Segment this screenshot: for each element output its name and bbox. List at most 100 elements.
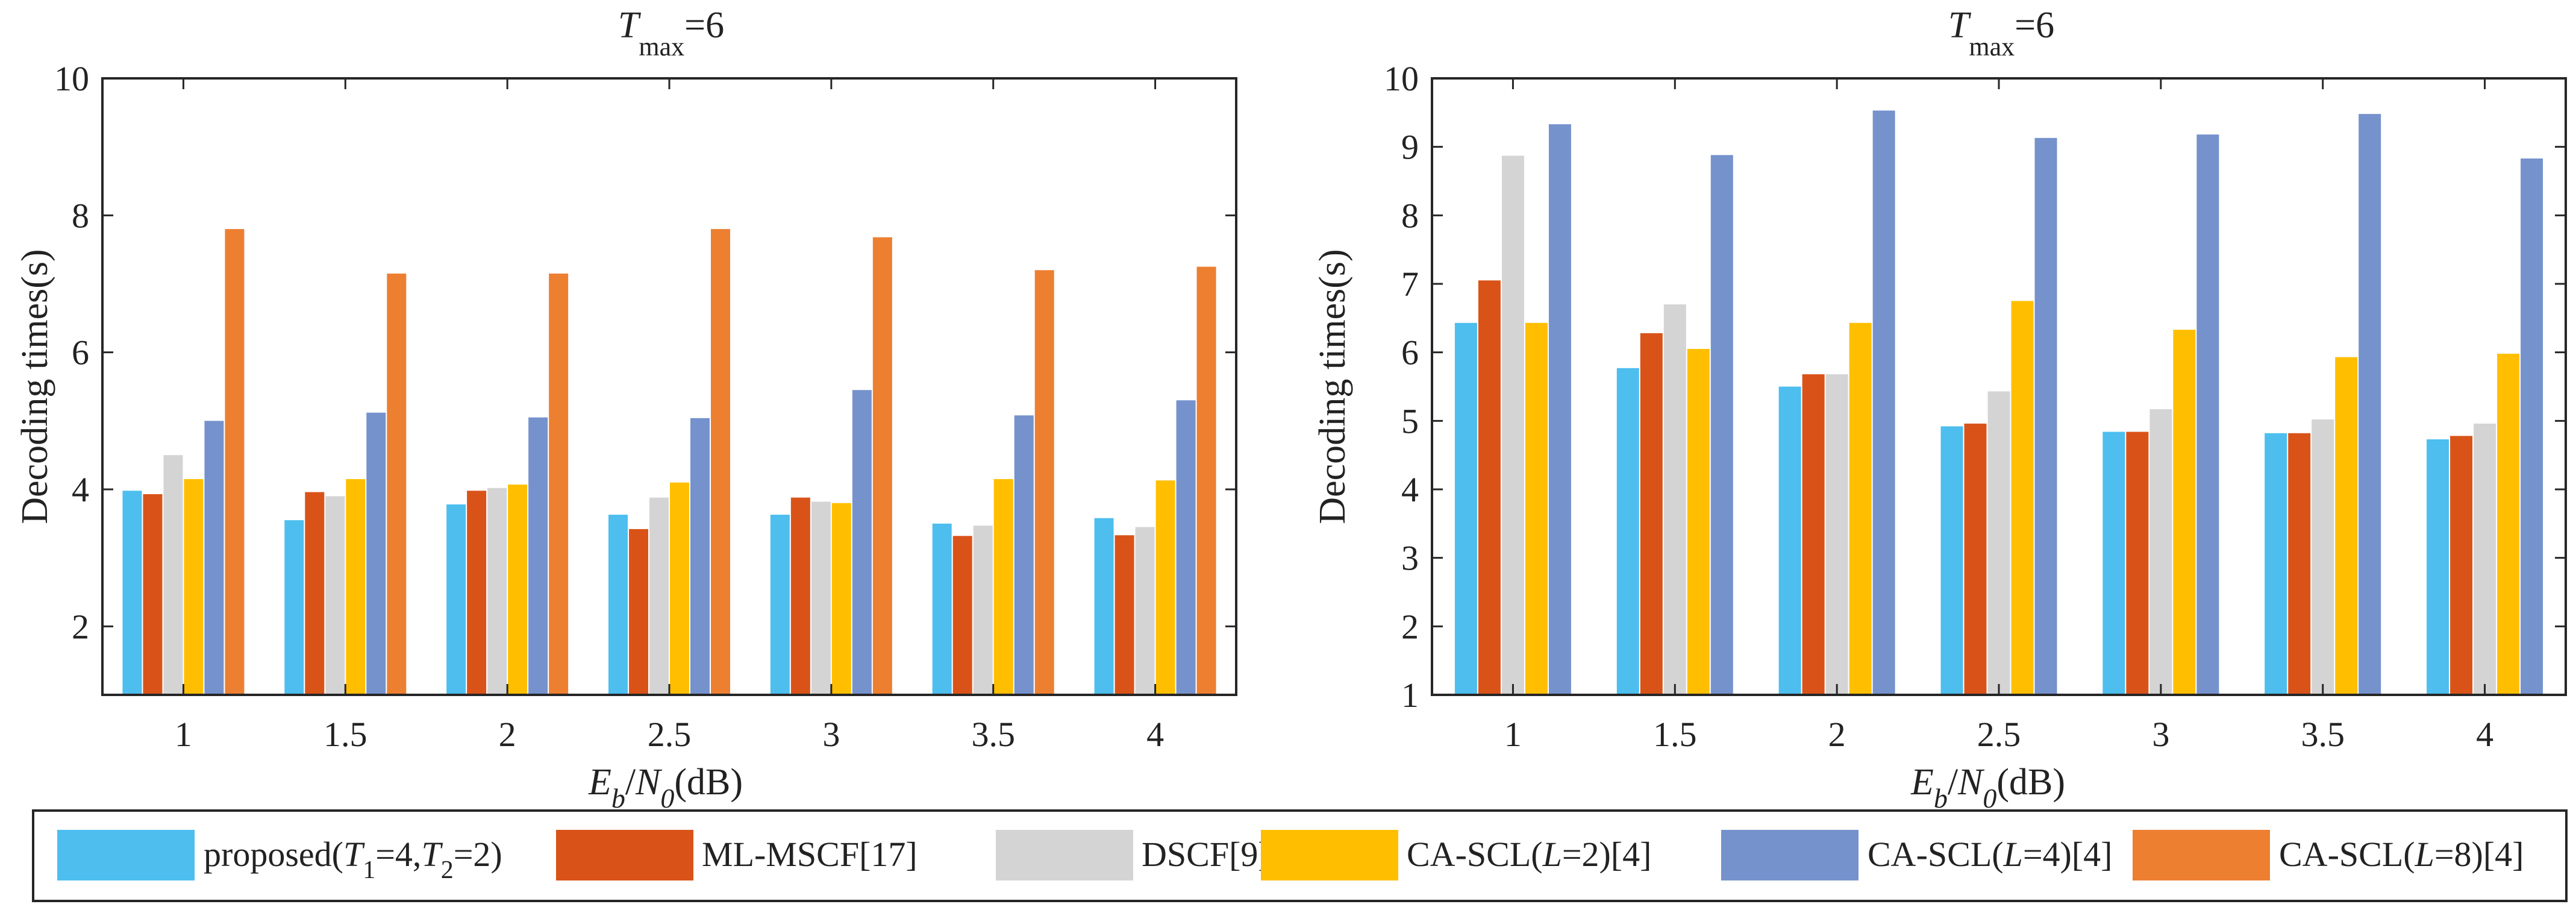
bar-cascl4-2.5: [690, 418, 710, 695]
bar-cascl4-3: [852, 390, 872, 695]
x-tick-label: 4: [2476, 715, 2493, 754]
bar-dscf-3.5: [973, 526, 993, 695]
series-cascl2: [184, 479, 1175, 695]
legend-swatch-dscf: [996, 830, 1133, 880]
bar-proposed-1: [122, 491, 142, 695]
legend-item-cascl4: CA-SCL(L=4)[4]: [1721, 830, 2113, 880]
series-dscf: [1501, 155, 2496, 695]
y-tick-label: 6: [72, 333, 89, 372]
series-proposed: [122, 491, 1114, 695]
chart-title: Tmax=6: [618, 5, 724, 61]
bar-dscf-3: [811, 501, 831, 695]
bar-mlmscf-3.5: [2288, 433, 2311, 695]
bar-cascl4-1: [1548, 124, 1571, 695]
bar-dscf-2.5: [1987, 391, 2010, 695]
bar-cascl8-3.5: [1034, 270, 1054, 695]
bar-proposed-3: [2102, 432, 2125, 695]
x-tick-label: 1: [1504, 715, 1522, 754]
x-tick-label: 3: [2152, 715, 2169, 754]
bar-cascl4-1: [204, 421, 224, 695]
bar-cascl8-4: [1196, 266, 1216, 695]
bar-cascl2-2.5: [670, 482, 689, 695]
bar-proposed-3.5: [932, 523, 952, 695]
legend-item-proposed: proposed(T1=4,T2=2): [57, 830, 502, 884]
bar-dscf-4: [2474, 423, 2496, 695]
x-tick-label: 3.5: [2301, 715, 2345, 754]
y-tick-label: 3: [1401, 539, 1419, 578]
chart-left: 2 4 6 8 10 1 1.5 2 2.5 3 3.5 4 Tmax=6 Eb/N0(dB) Decodi…: [14, 5, 1237, 814]
bar-dscf-4: [1135, 527, 1155, 695]
bar-dscf-1.5: [1663, 304, 1686, 695]
bar-mlmscf-2: [1802, 374, 1825, 695]
legend-swatch-proposed: [57, 830, 195, 880]
bar-cascl8-2.5: [711, 229, 730, 695]
bar-mlmscf-2.5: [629, 529, 648, 695]
x-tick-label: 3: [822, 715, 840, 754]
bar-dscf-1: [163, 455, 183, 695]
legend-item-cascl2: CA-SCL(L=2)[4]: [1261, 830, 1652, 880]
bar-cascl2-2.5: [2011, 301, 2034, 695]
bar-mlmscf-3.5: [952, 536, 972, 695]
x-axis-label: Eb/N0(dB): [588, 762, 743, 814]
series-cascl8: [225, 229, 1216, 695]
x-tick-label: 1.5: [1653, 715, 1697, 754]
legend-label-dscf: DSCF[9]: [1142, 835, 1270, 874]
x-axis-label: Eb/N0(dB): [1910, 762, 2065, 814]
bar-cascl2-3: [831, 503, 851, 695]
bar-cascl4-3.5: [1014, 415, 1034, 695]
bar-dscf-2: [1825, 374, 1848, 695]
bar-dscf-2: [487, 488, 507, 695]
bar-mlmscf-3: [2126, 432, 2149, 695]
bar-proposed-1.5: [1616, 368, 1639, 695]
bar-proposed-2.5: [608, 515, 628, 695]
bar-mlmscf-1.5: [305, 492, 325, 695]
chart-right: 1 2 3 4 5 6 7 8 9 10 1 1.5 2 2.5 3 3.5 4 Tmax=6 Eb/N0(dB) D…: [1312, 5, 2567, 814]
bar-cascl4-1.5: [1710, 155, 1733, 695]
bar-cascl8-3: [872, 237, 892, 695]
y-tick-label: 7: [1401, 265, 1419, 304]
legend-label-mlmscf: ML-MSCF[17]: [702, 835, 918, 874]
x-tick-label: 1: [175, 715, 192, 754]
y-tick-label: 2: [72, 607, 89, 646]
bar-proposed-1.5: [284, 520, 304, 695]
y-tick-label: 5: [1401, 401, 1419, 441]
x-tick-label: 2.5: [648, 715, 692, 754]
y-tick-label: 6: [1401, 333, 1419, 372]
bar-cascl2-2: [1849, 322, 1872, 695]
plot-frame: [101, 77, 1237, 696]
y-tick-label: 4: [72, 470, 89, 509]
bar-cascl4-3: [2196, 134, 2219, 695]
bar-dscf-3.5: [2312, 419, 2334, 695]
bar-cascl2-2: [508, 485, 528, 695]
bar-mlmscf-4: [1114, 535, 1134, 695]
bar-dscf-1: [1501, 155, 1524, 695]
series-mlmscf: [1478, 280, 2473, 695]
y-tick-label: 10: [1384, 59, 1419, 98]
bar-cascl2-3.5: [2335, 357, 2358, 695]
bar-cascl2-1.5: [346, 479, 366, 695]
bar-cascl4-2.5: [2034, 137, 2057, 695]
bar-proposed-3.5: [2265, 433, 2287, 695]
bar-cascl2-1: [184, 479, 204, 695]
x-tick-label: 1.5: [324, 715, 367, 754]
bar-cascl2-3.5: [993, 479, 1013, 695]
bar-cascl4-2: [528, 417, 548, 695]
bar-mlmscf-1.5: [1640, 333, 1663, 695]
bar-mlmscf-4: [2450, 436, 2473, 695]
x-tick-label: 3.5: [971, 715, 1015, 754]
bar-cascl4-4: [1176, 400, 1196, 695]
x-tick-label: 2: [499, 715, 516, 754]
bar-mlmscf-2: [467, 491, 487, 695]
bar-cascl4-4: [2521, 158, 2543, 695]
bar-mlmscf-1: [143, 494, 163, 695]
series-cascl2: [1525, 301, 2520, 695]
bar-cascl8-1.5: [387, 273, 407, 695]
y-tick-label: 9: [1401, 128, 1419, 167]
legend-swatch-mlmscf: [556, 830, 693, 880]
series-cascl4: [1548, 110, 2543, 695]
bar-proposed-2: [446, 504, 466, 695]
series-cascl4: [204, 390, 1196, 695]
x-tick-label: 2.5: [1977, 715, 2021, 754]
bar-cascl4-1.5: [366, 412, 386, 695]
legend-item-cascl8: CA-SCL(L=8)[4]: [2133, 830, 2524, 880]
